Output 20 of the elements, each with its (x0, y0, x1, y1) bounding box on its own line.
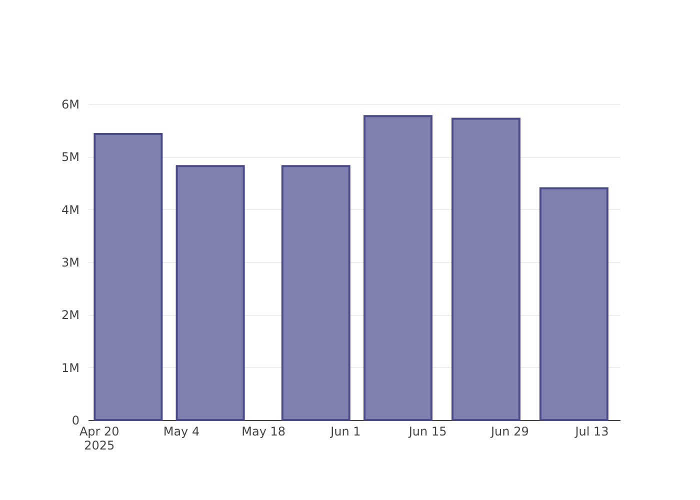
bar (281, 165, 350, 421)
y-tick-label: 0 (72, 414, 80, 428)
bar (363, 115, 432, 421)
x-tick-label: May 4 (163, 424, 200, 438)
y-tick-label: 5M (62, 150, 80, 164)
x-tick-label: Jul 13 (574, 424, 609, 438)
x-tick-label: Jun 1 (330, 424, 361, 438)
bar (451, 118, 520, 421)
bar (176, 165, 245, 421)
bar (539, 187, 608, 421)
y-tick-label: 1M (62, 360, 80, 375)
y-tick-label: 4M (62, 202, 80, 217)
y-tick-label: 2M (62, 308, 80, 322)
bar (94, 133, 163, 421)
x-tick-label: Jun 15 (408, 424, 447, 438)
y-tick-label: 3M (62, 256, 80, 270)
y-tick-label: 6M (62, 98, 80, 112)
x-tick-label: Jun 29 (490, 424, 529, 438)
x-tick-label: May 18 (242, 424, 286, 438)
x-tick-label: Apr 20 2025 (79, 424, 120, 452)
